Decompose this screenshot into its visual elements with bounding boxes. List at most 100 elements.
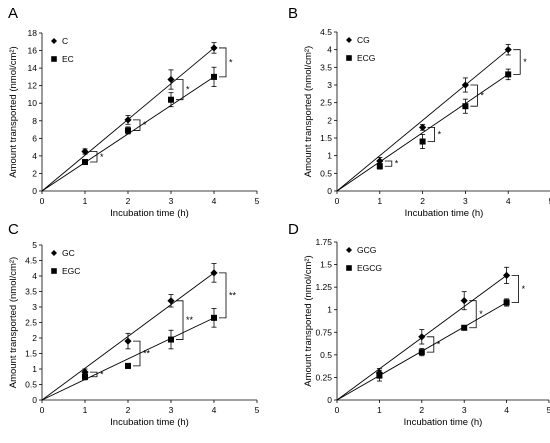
- x-tick-label: 1: [377, 196, 382, 206]
- y-tick-label: 3: [32, 302, 37, 312]
- series-gc-point: [81, 368, 89, 376]
- series-egcg-point: [503, 299, 510, 306]
- significance-bracket: [513, 49, 521, 75]
- x-tick-label: 5: [255, 196, 260, 206]
- y-tick-label: 3.5: [25, 287, 37, 297]
- series-egc-point: [168, 336, 174, 343]
- y-tick-label: 10: [28, 98, 38, 108]
- y-tick-label: 0.5: [320, 168, 332, 178]
- legend-marker-square: [346, 265, 352, 271]
- x-tick-label: 0: [40, 405, 45, 415]
- x-tick-label: 1: [377, 405, 382, 415]
- y-tick-label: 4: [327, 45, 332, 55]
- y-tick-label: 1.75: [315, 237, 332, 247]
- y-tick-label: 12: [28, 81, 38, 91]
- panel-letter: C: [8, 221, 19, 238]
- legend-label: EGCG: [357, 263, 382, 273]
- y-tick-label: 0.75: [315, 327, 332, 337]
- series-c-point: [210, 44, 218, 52]
- series-ec-point: [168, 96, 174, 103]
- y-tick-label: 14: [28, 63, 38, 73]
- y-tick-label: 0: [327, 186, 332, 196]
- y-tick-label: 1.5: [25, 349, 37, 359]
- x-axis-title: Incubation time (h): [110, 417, 189, 428]
- significance-label: *: [438, 129, 442, 139]
- panel-b: B 0 0.5 1 1.5 2 2.5 3 3.5 4 4.5 0 1 2 3 4 5 Incubation ti…: [288, 5, 550, 219]
- y-tick-label: 0: [32, 186, 37, 196]
- series-gcg-point: [418, 333, 426, 341]
- x-axis-title: Incubation time (h): [404, 417, 483, 428]
- y-axis-title: Amount transported (nmol/cm²): [8, 46, 19, 177]
- legend-label: EC: [62, 54, 74, 64]
- legend-marker-diamond: [346, 247, 352, 253]
- x-axis-title: Incubation time (h): [110, 208, 189, 219]
- legend-label: EGC: [62, 266, 80, 276]
- x-tick-label: 3: [169, 196, 174, 206]
- legend-marker-diamond: [346, 37, 352, 43]
- x-tick-label: 2: [126, 405, 131, 415]
- x-tick-label: 2: [126, 196, 131, 206]
- y-tick-label: 2.5: [320, 98, 332, 108]
- significance-bracket: [427, 127, 436, 142]
- significance-bracket: [133, 119, 141, 131]
- series-c-point: [81, 147, 89, 156]
- significance-bracket: [176, 79, 184, 101]
- x-tick-label: 0: [335, 405, 340, 415]
- legend-marker-square: [346, 55, 352, 61]
- series-ec-point: [211, 73, 217, 80]
- series-gc-point: [210, 269, 218, 277]
- significance-bracket: [176, 300, 184, 340]
- legend-label: GCG: [357, 245, 376, 255]
- y-tick-label: 1: [327, 305, 332, 315]
- y-tick-label: 6: [32, 133, 37, 143]
- series-cg-fit-line: [336, 49, 509, 192]
- y-tick-label: 0.25: [315, 372, 332, 382]
- y-tick-label: 5: [32, 240, 37, 250]
- series-cg-point: [419, 123, 427, 131]
- series-egc-fit-line: [41, 317, 215, 401]
- y-tick-label: 3: [327, 80, 332, 90]
- x-tick-label: 1: [83, 196, 88, 206]
- significance-bracket: [511, 275, 519, 303]
- panel-d: D 0 0.25 0.5 0.75 1 1.25 1.5 1.75 0 1 2 3 4 5 Incubatio…: [288, 221, 550, 428]
- series-cg-point: [504, 46, 512, 54]
- series-egc-point: [125, 362, 131, 369]
- significance-label: *: [522, 284, 526, 294]
- significance-bracket: [426, 336, 435, 353]
- significance-bracket: [469, 300, 477, 329]
- series-gc-point: [167, 297, 175, 305]
- y-tick-label: 1: [327, 151, 332, 161]
- y-tick-label: 4.5: [25, 256, 37, 266]
- series-gcg-point: [503, 271, 511, 280]
- y-tick-label: 2: [32, 168, 37, 178]
- legend-label: C: [62, 36, 68, 46]
- x-tick-label: 3: [169, 405, 174, 415]
- legend-marker-diamond: [51, 250, 57, 256]
- y-axis-title: Amount transported (nmol/cm²): [303, 255, 314, 386]
- significance-bracket: [90, 151, 98, 163]
- y-axis-title: Amount transported (nmol/cm²): [8, 257, 19, 388]
- legend-marker-diamond: [51, 38, 57, 44]
- legend-label: ECG: [357, 53, 375, 63]
- y-axis-title: Amount transported (nmol/cm²): [303, 46, 314, 177]
- x-tick-label: 0: [40, 196, 45, 206]
- significance-bracket: [384, 160, 393, 167]
- y-tick-label: 8: [32, 116, 37, 126]
- significance-label: *: [479, 309, 483, 319]
- legend-label: CG: [357, 35, 370, 45]
- y-tick-label: 4: [32, 271, 37, 281]
- significance-label: *: [229, 57, 233, 67]
- series-c-point: [124, 116, 132, 124]
- y-tick-label: 1.25: [315, 282, 332, 292]
- x-tick-label: 5: [547, 405, 550, 415]
- x-tick-label: 4: [212, 405, 217, 415]
- significance-label: **: [229, 290, 237, 300]
- y-tick-label: 18: [28, 28, 38, 38]
- x-tick-label: 0: [335, 196, 340, 206]
- significance-label: *: [186, 85, 190, 95]
- y-tick-label: 4: [32, 151, 37, 161]
- series-c-point: [167, 75, 175, 84]
- y-tick-label: 1: [32, 364, 37, 374]
- significance-label: **: [186, 315, 194, 325]
